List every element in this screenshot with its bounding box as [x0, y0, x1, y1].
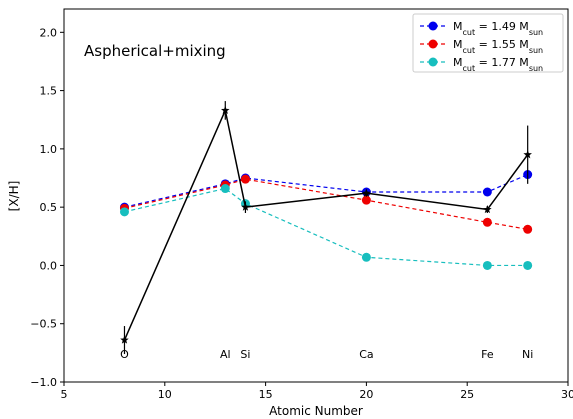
legend-text-part: M: [453, 20, 463, 33]
legend-subscript: sun: [529, 28, 543, 37]
x-tick-label: 25: [460, 388, 474, 401]
series-2-point: [361, 195, 371, 205]
element-labels: O Al Si Ca Fe Ni: [120, 348, 533, 361]
legend-entry: Mcut = 1.55 Msun: [453, 38, 543, 55]
element-label: Si: [240, 348, 250, 361]
legend-text-part: = 1.49 M: [475, 20, 529, 33]
x-tick-label: 20: [359, 388, 373, 401]
legend-swatch-marker: [428, 57, 438, 67]
observed-point: [483, 204, 492, 214]
element-label: Ni: [522, 348, 533, 361]
observed-point: [221, 105, 230, 115]
annotation-text: Aspherical+mixing: [84, 42, 226, 60]
x-axis-ticks: 5 10 15 20 25 30: [61, 382, 573, 401]
element-label: Ca: [359, 348, 373, 361]
series-2-point: [523, 224, 533, 234]
legend-entry: Mcut = 1.49 Msun: [453, 20, 543, 37]
series-1-point: [482, 187, 492, 197]
legend-subscript: sun: [529, 64, 543, 73]
y-tick-label: 1.0: [40, 143, 58, 156]
legend-subscript: cut: [463, 64, 476, 73]
y-tick-label: 1.5: [40, 85, 58, 98]
x-tick-label: 30: [561, 388, 573, 401]
y-tick-label: 2.0: [40, 26, 58, 39]
y-tick-label: 0.5: [40, 201, 58, 214]
series-2-point: [482, 217, 492, 227]
series-3-point: [220, 184, 230, 194]
legend-subscript: cut: [463, 46, 476, 55]
series-line-2: [124, 178, 528, 230]
y-axis-ticks: −1.0 −0.5 0.0 0.5 1.0 1.5 2.0: [30, 26, 64, 389]
series-line-1: [124, 173, 528, 208]
observed-line: [123, 107, 529, 341]
element-label: Al: [220, 348, 231, 361]
observed-point: [523, 150, 532, 159]
series-3-point: [119, 207, 129, 217]
series-3-point: [482, 260, 492, 270]
element-label: Fe: [481, 348, 494, 361]
legend-swatch-marker: [428, 21, 438, 31]
model-series: [119, 170, 533, 270]
observed-series: [120, 101, 532, 355]
observed-point: [362, 188, 371, 197]
x-tick-label: 5: [61, 388, 68, 401]
legend-box: [412, 13, 564, 73]
y-tick-label: −1.0: [30, 376, 57, 389]
x-axis-label: Atomic Number: [269, 404, 363, 418]
element-label: O: [120, 348, 129, 361]
legend-text-part: = 1.55 M: [475, 38, 529, 51]
y-tick-label: 0.0: [40, 259, 58, 272]
legend-entry: Mcut = 1.77 Msun: [453, 56, 543, 73]
x-tick-label: 15: [259, 388, 273, 401]
legend-text-part: M: [453, 56, 463, 69]
series-line-3: [124, 187, 528, 267]
x-tick-label: 10: [158, 388, 172, 401]
y-axis-label: [X/H]: [7, 181, 21, 212]
observed-point: [241, 202, 250, 211]
legend-subscript: cut: [463, 28, 476, 37]
y-tick-label: −0.5: [30, 318, 57, 331]
legend-subscript: sun: [529, 46, 543, 55]
series-2-point: [240, 174, 250, 184]
legend-text-part: M: [453, 38, 463, 51]
legend-swatch-marker: [428, 39, 438, 49]
series-3-point: [523, 260, 533, 270]
observed-point: [120, 335, 129, 344]
legend-text-part: = 1.77 M: [475, 56, 529, 69]
series-3-point: [361, 252, 371, 262]
